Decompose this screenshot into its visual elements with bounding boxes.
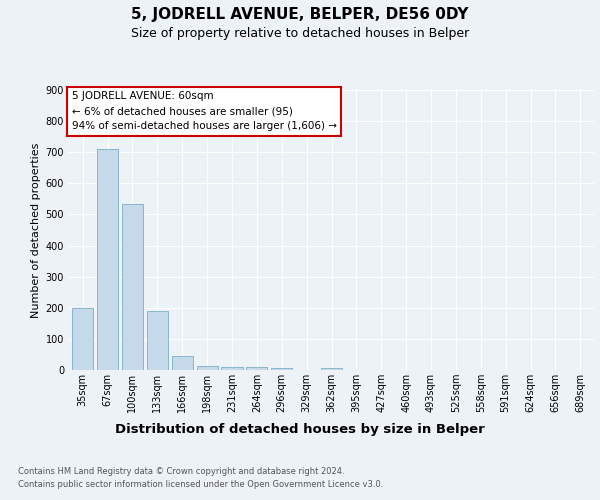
Y-axis label: Number of detached properties: Number of detached properties [31, 142, 41, 318]
Text: Size of property relative to detached houses in Belper: Size of property relative to detached ho… [131, 28, 469, 40]
Text: 5, JODRELL AVENUE, BELPER, DE56 0DY: 5, JODRELL AVENUE, BELPER, DE56 0DY [131, 8, 469, 22]
Bar [197, 366, 218, 370]
Text: Contains HM Land Registry data © Crown copyright and database right 2024.: Contains HM Land Registry data © Crown c… [18, 468, 344, 476]
Bar [172, 356, 193, 370]
Bar [221, 366, 242, 370]
Bar [246, 367, 268, 370]
Bar [321, 368, 342, 370]
Text: 5 JODRELL AVENUE: 60sqm
← 6% of detached houses are smaller (95)
94% of semi-det: 5 JODRELL AVENUE: 60sqm ← 6% of detached… [71, 92, 337, 131]
Bar [122, 204, 143, 370]
Bar [271, 368, 292, 370]
Bar [97, 149, 118, 370]
Text: Distribution of detached houses by size in Belper: Distribution of detached houses by size … [115, 422, 485, 436]
Bar [72, 308, 93, 370]
Bar [147, 311, 168, 370]
Text: Contains public sector information licensed under the Open Government Licence v3: Contains public sector information licen… [18, 480, 383, 489]
